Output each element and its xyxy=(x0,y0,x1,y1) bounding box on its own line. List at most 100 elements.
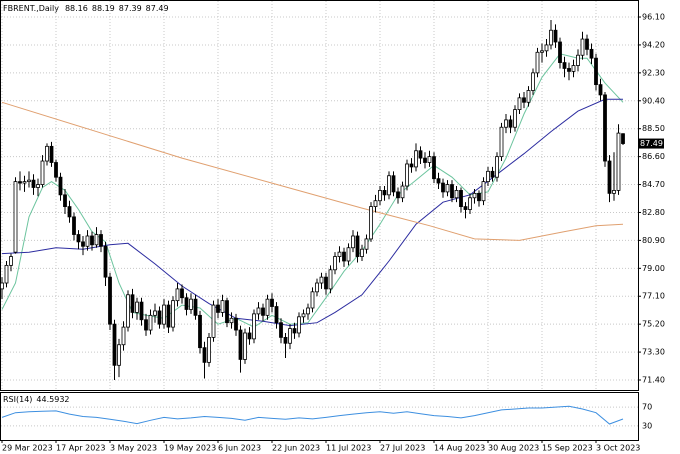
x-tick-label: 6 Jun 2023 xyxy=(218,444,261,453)
candle-body xyxy=(198,314,202,349)
candle-body xyxy=(526,90,531,103)
candle-body xyxy=(265,298,270,316)
candle-body xyxy=(454,190,459,199)
candle-body xyxy=(76,234,81,243)
candle-body xyxy=(423,157,427,163)
candle-body xyxy=(0,282,4,290)
candle-body xyxy=(571,65,576,72)
candle-body xyxy=(328,269,333,290)
candle-body xyxy=(481,181,486,202)
candle-body xyxy=(139,301,144,321)
candle-body xyxy=(310,291,315,309)
candle-body xyxy=(166,304,171,328)
candle-body xyxy=(103,245,108,278)
candle-body xyxy=(31,179,36,188)
candle-body xyxy=(369,206,373,240)
candle-body xyxy=(234,317,238,331)
candle-body xyxy=(297,316,301,334)
candle-body xyxy=(540,50,544,53)
candle-body xyxy=(337,251,342,257)
candle-body xyxy=(220,300,225,313)
candle-body xyxy=(36,184,40,188)
x-tick-label: 14 Aug 2023 xyxy=(434,444,485,453)
candle-body xyxy=(333,256,337,271)
x-tick-label: 3 May 2023 xyxy=(110,444,157,453)
moving-average xyxy=(1,98,623,327)
x-tick-label: 15 Sep 2023 xyxy=(542,444,593,453)
candle-body xyxy=(405,163,409,187)
candle-body xyxy=(319,276,324,284)
candle-body xyxy=(387,175,391,196)
candle-body xyxy=(580,38,585,56)
candle-body xyxy=(450,184,454,199)
candle-body xyxy=(54,162,58,178)
candle-body xyxy=(189,298,193,310)
candle-body xyxy=(85,235,90,247)
candle-body xyxy=(180,288,184,299)
x-tick-label: 22 Jun 2023 xyxy=(272,444,320,453)
candle-body xyxy=(130,294,135,313)
candle-body xyxy=(598,84,603,96)
candle-body xyxy=(607,160,612,194)
main-panel xyxy=(0,0,639,391)
candle-body xyxy=(18,181,22,184)
y-tick-label: 75.20 xyxy=(642,320,665,329)
candle-body xyxy=(495,156,499,178)
candle-body xyxy=(445,184,450,193)
candle-body xyxy=(157,310,162,325)
y-tick-label: 84.70 xyxy=(642,180,665,189)
moving-average xyxy=(1,101,624,241)
header-open: 88.16 xyxy=(65,4,88,13)
candle-body xyxy=(207,336,211,363)
candle-body xyxy=(477,192,481,202)
rsi-name: RSI(14) xyxy=(3,395,32,404)
candle-body xyxy=(603,94,607,162)
candle-body xyxy=(355,235,360,257)
candle-body xyxy=(216,304,220,313)
candle-body xyxy=(486,170,490,183)
x-tick-label: 3 Oct 2023 xyxy=(596,444,640,453)
candle-body xyxy=(549,29,553,46)
x-tick-label: 27 Jul 2023 xyxy=(380,444,425,453)
candle-body xyxy=(558,41,562,63)
candle-body xyxy=(90,235,94,246)
current-price-label: 87.49 xyxy=(640,139,663,148)
candle-body xyxy=(13,181,18,253)
candle-body xyxy=(81,241,85,247)
candle-body xyxy=(108,276,112,325)
candle-body xyxy=(171,300,175,328)
candle-body xyxy=(508,119,513,128)
candle-body xyxy=(126,294,130,328)
y-tick-label: 73.30 xyxy=(642,348,665,357)
candle-body xyxy=(288,328,292,344)
candle-body xyxy=(49,145,54,163)
candle-body xyxy=(504,119,508,128)
x-tick-label: 11 Jul 2023 xyxy=(326,444,371,453)
candle-body xyxy=(229,317,234,324)
header-close: 87.49 xyxy=(146,4,169,13)
header-low: 87.39 xyxy=(119,4,142,13)
candle-body xyxy=(324,276,328,290)
x-tick-label: 17 Apr 2023 xyxy=(56,444,105,453)
candle-body xyxy=(175,288,180,302)
candle-body xyxy=(162,304,166,325)
candle-body xyxy=(436,178,441,184)
candle-body xyxy=(400,185,405,199)
x-tick-label: 19 May 2023 xyxy=(164,444,216,453)
y-tick-label: 96.10 xyxy=(642,13,665,22)
candle-body xyxy=(441,182,445,193)
candle-body xyxy=(513,109,517,128)
candle-body xyxy=(99,234,103,247)
candle-body xyxy=(202,347,207,363)
candle-body xyxy=(517,97,522,111)
rsi-line xyxy=(1,405,624,425)
candle-body xyxy=(252,313,256,340)
candle-body xyxy=(63,194,67,207)
candle-body xyxy=(576,54,580,66)
candle-body xyxy=(463,206,468,210)
candle-body xyxy=(292,328,297,334)
x-tick-label: 30 Aug 2023 xyxy=(488,444,539,453)
candle-body xyxy=(535,51,540,74)
candle-body xyxy=(562,62,567,69)
